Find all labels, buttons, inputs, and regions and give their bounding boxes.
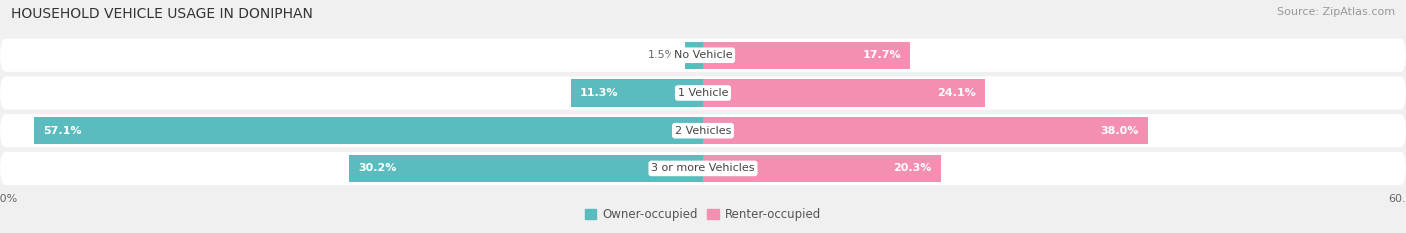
Text: Source: ZipAtlas.com: Source: ZipAtlas.com — [1277, 7, 1395, 17]
Text: 2 Vehicles: 2 Vehicles — [675, 126, 731, 136]
Text: 1.5%: 1.5% — [648, 50, 676, 60]
Text: 11.3%: 11.3% — [581, 88, 619, 98]
FancyBboxPatch shape — [0, 114, 1406, 147]
Text: 38.0%: 38.0% — [1101, 126, 1139, 136]
Bar — [571, 79, 703, 106]
Text: 20.3%: 20.3% — [893, 163, 932, 173]
Text: 30.2%: 30.2% — [359, 163, 396, 173]
Bar — [703, 155, 941, 182]
Text: 17.7%: 17.7% — [862, 50, 901, 60]
Bar — [349, 155, 703, 182]
Text: 57.1%: 57.1% — [44, 126, 82, 136]
FancyBboxPatch shape — [0, 152, 1406, 185]
Bar — [703, 42, 911, 69]
Bar — [34, 117, 703, 144]
Text: No Vehicle: No Vehicle — [673, 50, 733, 60]
Bar — [703, 117, 1149, 144]
Bar — [703, 79, 986, 106]
Bar — [686, 42, 703, 69]
Text: HOUSEHOLD VEHICLE USAGE IN DONIPHAN: HOUSEHOLD VEHICLE USAGE IN DONIPHAN — [11, 7, 314, 21]
FancyBboxPatch shape — [0, 39, 1406, 72]
FancyBboxPatch shape — [0, 76, 1406, 110]
Legend: Owner-occupied, Renter-occupied: Owner-occupied, Renter-occupied — [579, 203, 827, 226]
Text: 3 or more Vehicles: 3 or more Vehicles — [651, 163, 755, 173]
Text: 1 Vehicle: 1 Vehicle — [678, 88, 728, 98]
Text: 24.1%: 24.1% — [938, 88, 976, 98]
